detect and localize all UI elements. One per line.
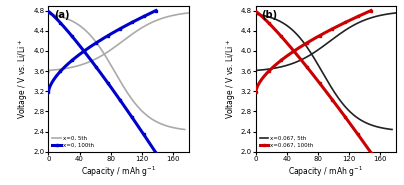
Text: (b): (b) xyxy=(261,10,278,20)
Y-axis label: Voltage / V vs. Li/Li$^+$: Voltage / V vs. Li/Li$^+$ xyxy=(224,39,238,119)
X-axis label: Capacity / mAh g$^{-1}$: Capacity / mAh g$^{-1}$ xyxy=(288,165,363,179)
X-axis label: Capacity / mAh g$^{-1}$: Capacity / mAh g$^{-1}$ xyxy=(81,165,156,179)
Legend: x=0.067, 5th, x=0.067, 100th: x=0.067, 5th, x=0.067, 100th xyxy=(259,135,315,149)
Legend: x=0, 5th, x=0, 100th: x=0, 5th, x=0, 100th xyxy=(51,135,95,149)
Text: (a): (a) xyxy=(54,10,69,20)
Y-axis label: Voltage / V vs. Li/Li$^+$: Voltage / V vs. Li/Li$^+$ xyxy=(17,39,30,119)
